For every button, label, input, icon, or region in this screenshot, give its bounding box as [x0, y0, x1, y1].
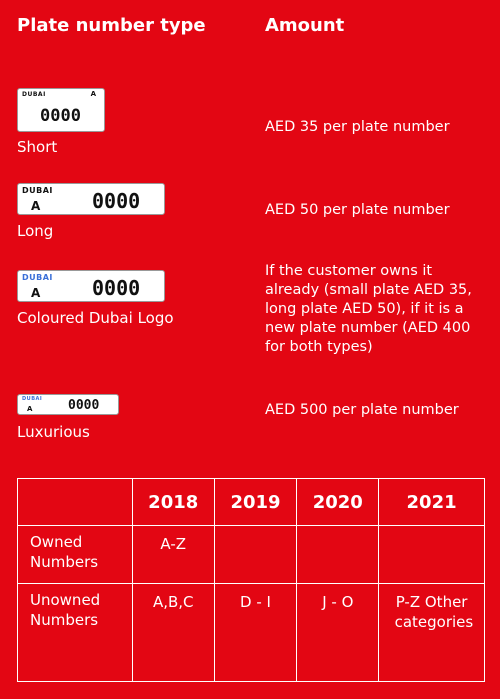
plate-image: DUBAI A 0000: [17, 183, 165, 215]
year-header: 2018: [131, 478, 215, 526]
plate-number: 0000: [40, 106, 81, 126]
plate-amount: AED 500 per plate number: [265, 402, 459, 418]
plate-amount: If the customer owns it already (small p…: [265, 263, 472, 355]
plate-letter: A: [31, 286, 41, 300]
plate-emirate: DUBAI: [22, 91, 46, 98]
amount-heading: Amount: [265, 15, 345, 36]
plate-letter: A: [27, 405, 33, 413]
plate-number: 0000: [68, 398, 100, 413]
plate-amount: AED 35 per plate number: [265, 119, 450, 135]
plate-emirate: DUBAI: [22, 186, 53, 195]
plate-image: DUBAI A 0000: [17, 394, 119, 415]
plate-number: 0000: [92, 189, 141, 213]
cell: [378, 525, 485, 584]
year-header: 2019: [213, 478, 298, 526]
cell: A-Z: [131, 525, 215, 584]
plate-number: 0000: [92, 276, 141, 300]
cell: P-Z Other categories: [378, 583, 485, 682]
year-header: 2020: [296, 478, 380, 526]
table-row: Owned Numbers A-Z: [17, 525, 485, 584]
plate-label: Luxurious: [17, 423, 90, 441]
plate-emirate: DUBAI: [22, 273, 53, 282]
plate-emirate: DUBAI: [22, 396, 43, 402]
year-header: 2021: [378, 478, 485, 526]
row-label: Owned Numbers: [17, 525, 133, 584]
type-heading: Plate number type: [17, 15, 206, 36]
row-label: Unowned Numbers: [17, 583, 133, 682]
plate-label: Short: [17, 138, 58, 156]
cell-text: P-Z Other categories: [394, 593, 474, 631]
cell: [213, 525, 298, 584]
row-label-text: Owned Numbers: [30, 533, 99, 571]
plate-image: DUBAI A 0000: [17, 88, 105, 132]
row-label-text: Unowned Numbers: [30, 591, 101, 629]
plate-letter: A: [31, 199, 41, 213]
corner-cell: [17, 478, 133, 526]
plate-amount: AED 50 per plate number: [265, 202, 450, 218]
cell: A,B,C: [131, 583, 215, 682]
cell: D - I: [213, 583, 298, 682]
table-row: Unowned Numbers A,B,C D - I J - O P-Z Ot…: [17, 583, 485, 682]
plate-label: Coloured Dubai Logo: [17, 309, 174, 327]
table-header: 2018 2019 2020 2021: [17, 478, 485, 526]
plate-image: DUBAI A 0000: [17, 270, 165, 302]
cell: [296, 525, 380, 584]
cell: J - O: [296, 583, 380, 682]
plate-label: Long: [17, 222, 54, 240]
year-table: 2018 2019 2020 2021 Owned Numbers A-Z Un…: [17, 478, 485, 682]
plate-letter: A: [90, 90, 96, 98]
